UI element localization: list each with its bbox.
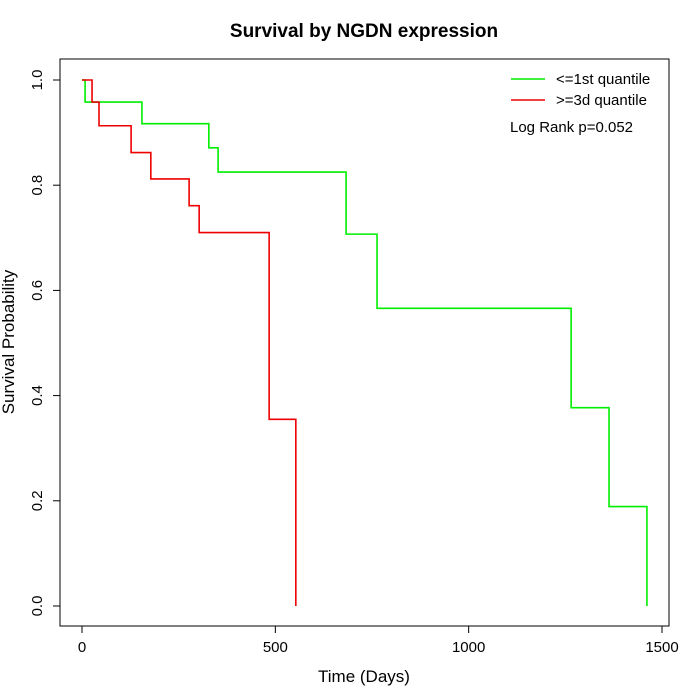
- y-axis-label: Survival Probability: [0, 269, 18, 414]
- x-tick-label: 1000: [452, 639, 485, 656]
- x-tick-label: 500: [263, 639, 288, 656]
- y-tick-label: 0.4: [29, 385, 46, 406]
- chart-title: Survival by NGDN expression: [230, 21, 498, 42]
- survival-curve-0: [82, 79, 648, 606]
- y-tick-label: 0.0: [29, 596, 46, 617]
- y-tick-label: 1.0: [29, 70, 46, 91]
- y-tick-label: 0.8: [29, 175, 46, 196]
- x-tick-label: 1500: [645, 639, 678, 656]
- y-axis: 0.0 0.2 0.4 0.6 0.8 1.0: [29, 70, 61, 617]
- series-lines: [82, 79, 648, 606]
- legend-label-1: >=3d quantile: [556, 92, 647, 109]
- x-axis: 0 500 1000 1500: [78, 625, 679, 656]
- legend-label-0: <=1st quantile: [556, 71, 650, 88]
- legend: <=1st quantile >=3d quantile Log Rank p=…: [510, 71, 650, 136]
- plot-frame: [59, 58, 670, 627]
- survival-curve-1: [82, 79, 297, 606]
- y-tick-label: 0.2: [29, 490, 46, 511]
- x-tick-label: 0: [78, 639, 86, 656]
- log-rank-annotation: Log Rank p=0.052: [510, 119, 633, 136]
- y-tick-label: 0.6: [29, 280, 46, 301]
- x-axis-label: Time (Days): [318, 667, 410, 686]
